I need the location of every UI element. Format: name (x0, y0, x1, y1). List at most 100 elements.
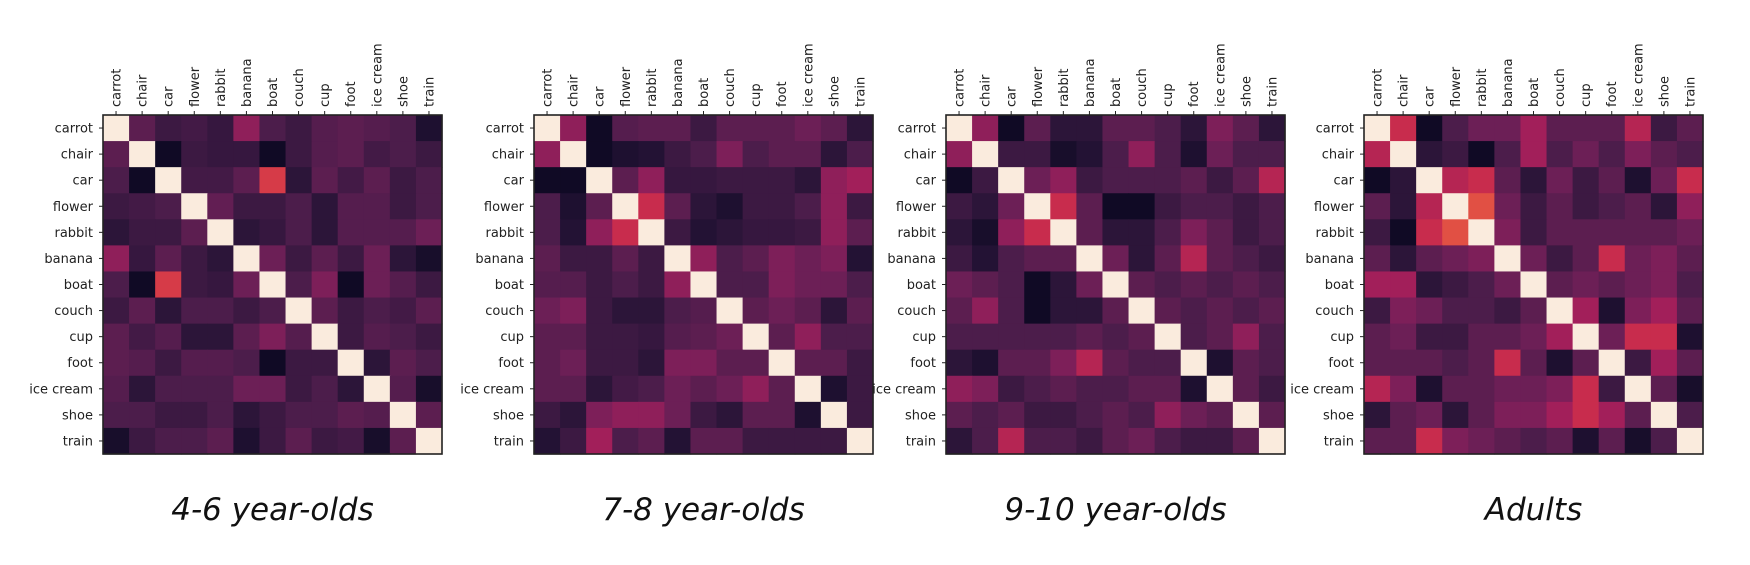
y-tick-label: ice cream (1290, 382, 1354, 397)
heatmap-cell (311, 115, 339, 142)
heatmap-cell (1676, 297, 1704, 325)
heatmap-cell (1494, 193, 1522, 220)
heatmap-cell (1050, 193, 1077, 220)
heatmap-cell (129, 401, 156, 429)
heatmap-cell (794, 323, 822, 351)
heatmap-cell (389, 245, 417, 273)
y-tick-label: flower (896, 200, 937, 215)
heatmap-cell (1024, 271, 1051, 299)
heatmap-cell (1076, 297, 1104, 325)
heatmap-cell (946, 115, 973, 142)
heatmap-cell (1572, 323, 1600, 351)
heatmap-cell (285, 219, 313, 246)
heatmap-cell (794, 271, 822, 299)
heatmap-cell (1676, 349, 1704, 377)
heatmap-cell (259, 245, 287, 273)
heatmap-cell (1676, 375, 1704, 403)
heatmap-cell (768, 193, 796, 220)
heatmap-cell (1598, 375, 1626, 403)
heatmap-cell (1520, 271, 1548, 299)
heatmap-cell (311, 375, 339, 403)
heatmap-cell (1676, 427, 1704, 455)
heatmap-cell (1128, 219, 1156, 246)
heatmap-cell (1206, 349, 1234, 377)
heatmap-cell (1650, 323, 1678, 351)
heatmap-cell (1520, 427, 1548, 455)
heatmap-cell (612, 401, 639, 429)
heatmap-cell (233, 219, 261, 246)
heatmap-cell (794, 167, 822, 194)
heatmap-cell (1050, 141, 1077, 168)
heatmap-cell (389, 349, 417, 377)
heatmap-cell (1442, 323, 1469, 351)
heatmap-cell (259, 271, 287, 299)
heatmap-panel: carrot chair car flower rabbit banana boat couc… (872, 43, 1286, 528)
heatmap-cell (1128, 271, 1156, 299)
y-tick-label: flower (53, 200, 94, 215)
y-tick-label: rabbit (54, 226, 93, 241)
x-tick-label: boat (1527, 78, 1542, 107)
heatmap-cell (638, 271, 665, 299)
x-tick-label: banana (1501, 58, 1516, 107)
heatmap-cell (820, 271, 848, 299)
y-tick-label: foot (910, 356, 936, 371)
heatmap-cell (103, 427, 130, 455)
heatmap-cell (1076, 427, 1104, 455)
heatmap-cell (946, 219, 973, 246)
heatmap-cell (1598, 141, 1626, 168)
heatmap-cell (389, 193, 417, 220)
heatmap-panel: carrot chair car flower rabbit banana boat couc… (29, 43, 443, 528)
heatmap-cell (664, 297, 692, 325)
heatmap-cell (1076, 141, 1104, 168)
heatmap-cell (1416, 193, 1443, 220)
heatmap-cell (638, 115, 665, 142)
heatmap-cell (1676, 193, 1704, 220)
heatmap-cell (690, 115, 718, 142)
heatmap-cell (1468, 375, 1495, 403)
heatmap-cell (207, 349, 234, 377)
heatmap-cell (1468, 297, 1495, 325)
heatmap-cell (1258, 245, 1286, 273)
x-tick-label: train (1683, 77, 1698, 107)
heatmap-cell (1390, 349, 1417, 377)
heatmap-cell (415, 271, 443, 299)
x-tick-label: cup (318, 83, 333, 107)
heatmap-cell (181, 323, 208, 351)
x-tick-label: foot (1605, 81, 1620, 107)
heatmap-cell (690, 401, 718, 429)
heatmap-cell (972, 219, 999, 246)
heatmap-cell (1128, 427, 1156, 455)
heatmap-cell (1442, 271, 1469, 299)
heatmap-cell (1598, 297, 1626, 325)
heatmap-cell (1546, 349, 1574, 377)
x-tick-label: flower (1449, 66, 1464, 107)
heatmap-cell (1102, 115, 1130, 142)
heatmap-cell (1076, 375, 1104, 403)
heatmap-cell (181, 349, 208, 377)
heatmap-cell (946, 401, 973, 429)
heatmap-cell (103, 375, 130, 403)
heatmap-cell (1416, 271, 1443, 299)
heatmap-cell (1650, 193, 1678, 220)
heatmap-cell (1468, 245, 1495, 273)
heatmap-cell (1154, 141, 1182, 168)
heatmap-cell (129, 167, 156, 194)
heatmap-cell (415, 427, 443, 455)
heatmap-cell (946, 167, 973, 194)
heatmap-cell (794, 349, 822, 377)
heatmap-cell (1468, 323, 1495, 351)
heatmap-cell (181, 271, 208, 299)
heatmap-cell (207, 115, 234, 142)
heatmap-cell (638, 193, 665, 220)
heatmap-cell (1598, 401, 1626, 429)
heatmap-cell (1572, 271, 1600, 299)
x-tick-labels: carrot chair car flower rabbit banana boat couc… (1371, 43, 1699, 107)
heatmap-cell (638, 401, 665, 429)
heatmap-cell (259, 401, 287, 429)
heatmap-cell (1572, 427, 1600, 455)
heatmap-cell (586, 349, 613, 377)
heatmap-cell (1232, 349, 1260, 377)
heatmap-cell (1494, 271, 1522, 299)
heatmap-cell (612, 115, 639, 142)
